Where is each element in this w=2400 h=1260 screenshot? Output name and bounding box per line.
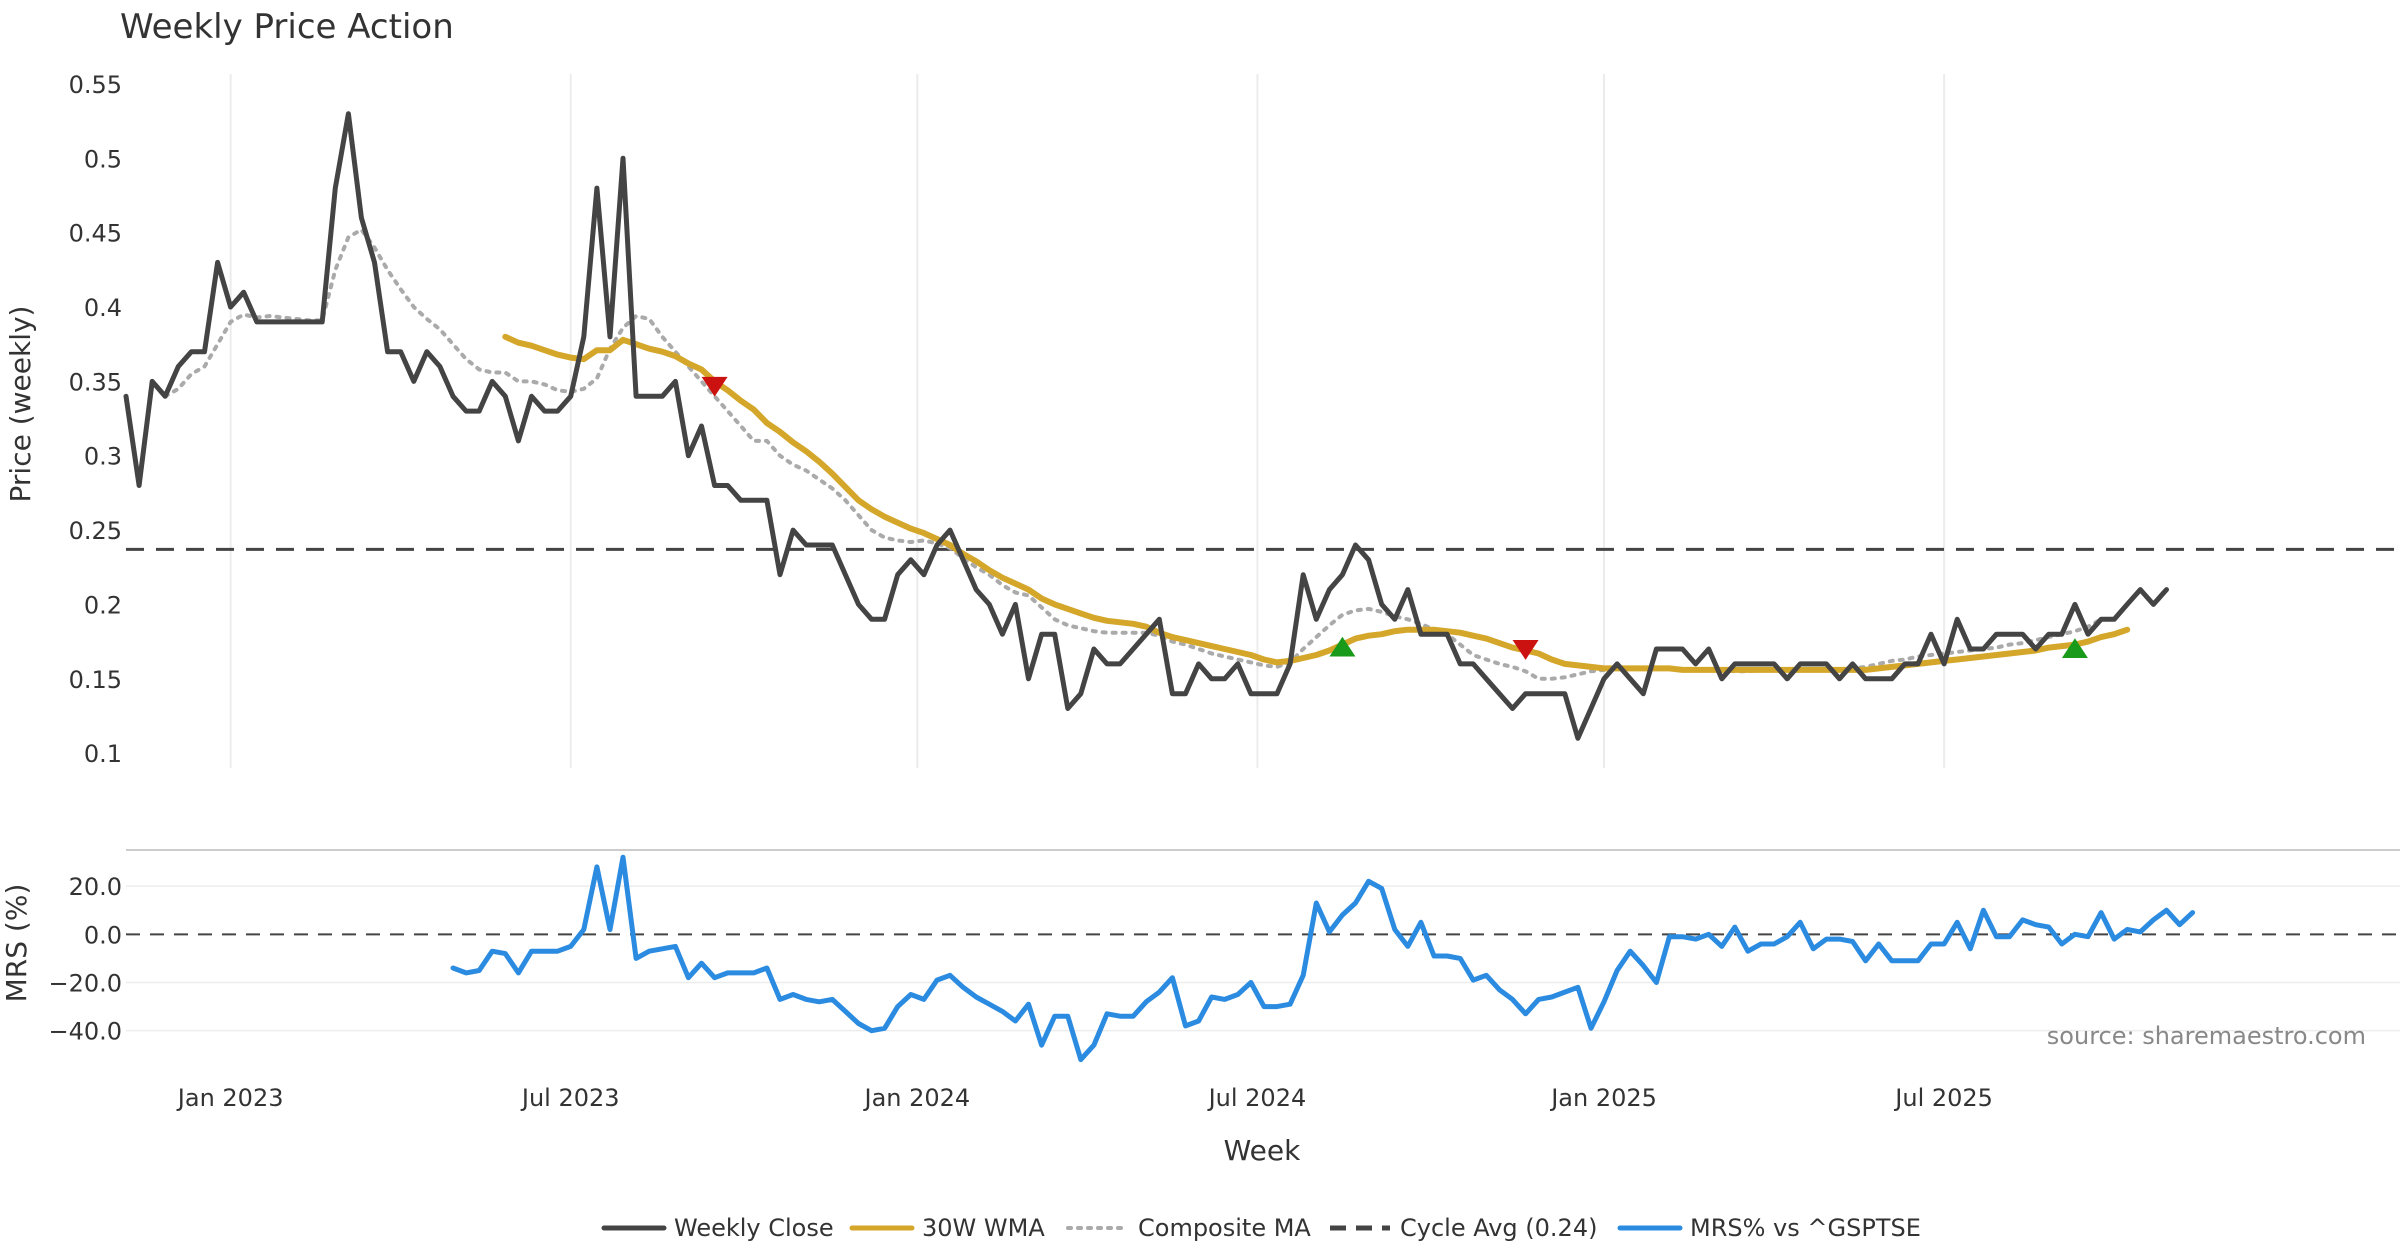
legend: Weekly Close 30W WMA Composite MA Cycle Avg… bbox=[601, 1214, 1921, 1242]
lower-y-tick-label: 20.0 bbox=[69, 873, 122, 901]
legend-item: MRS% vs ^GSPTSE bbox=[1617, 1214, 1921, 1242]
upper-y-tick-label: 0.4 bbox=[84, 294, 122, 322]
legend-item: Composite MA bbox=[1066, 1214, 1311, 1242]
source-watermark: source: sharemaestro.com bbox=[2047, 1022, 2366, 1050]
lower-y-tick-label: −20.0 bbox=[48, 970, 122, 998]
x-axis-ticks: Jan 2023 Jul 2023 Jan 2024 Jul 2024 Jan 2025… bbox=[176, 1084, 1993, 1112]
legend-item: Weekly Close bbox=[601, 1214, 834, 1242]
buy-signal-marker bbox=[2061, 638, 2088, 659]
legend-label: MRS% vs ^GSPTSE bbox=[1690, 1214, 1921, 1242]
upper-y-tick-label: 0.15 bbox=[69, 666, 122, 694]
x-axis-label: Week bbox=[1224, 1134, 1301, 1167]
chart-title: Weekly Price Action bbox=[120, 7, 454, 47]
legend-label: 30W WMA bbox=[922, 1214, 1045, 1242]
x-tick-label: Jan 2023 bbox=[176, 1084, 284, 1112]
x-tick-label: Jan 2024 bbox=[862, 1084, 970, 1112]
legend-label: Composite MA bbox=[1138, 1214, 1311, 1242]
upper-y-tick-label: 0.5 bbox=[84, 145, 122, 173]
sell-signal-marker bbox=[1512, 640, 1539, 660]
legend-label: Cycle Avg (0.24) bbox=[1400, 1214, 1597, 1242]
legend-item: 30W WMA bbox=[849, 1214, 1045, 1242]
x-tick-label: Jul 2023 bbox=[520, 1084, 620, 1112]
upper-plot bbox=[123, 111, 2400, 741]
lower-y-tick-label: −40.0 bbox=[48, 1018, 122, 1046]
upper-y-axis-label: Price (weekly) bbox=[4, 306, 37, 503]
legend-label: Weekly Close bbox=[674, 1214, 834, 1242]
upper-y-tick-label: 0.35 bbox=[69, 368, 122, 396]
buy-signal-marker bbox=[1329, 636, 1356, 657]
upper-y-tick-label: 0.1 bbox=[84, 740, 122, 768]
lower-grid: 20.0 0.0 −20.0 −40.0 bbox=[48, 873, 2400, 1046]
composite-ma-series bbox=[163, 227, 2104, 681]
x-tick-label: Jan 2025 bbox=[1549, 1084, 1657, 1112]
upper-y-tick-label: 0.2 bbox=[84, 591, 122, 619]
sell-signal-marker bbox=[701, 376, 728, 397]
legend-item: Cycle Avg (0.24) bbox=[1330, 1214, 1597, 1242]
weekly-close-series bbox=[123, 111, 2169, 741]
x-tick-label: Jul 2024 bbox=[1207, 1084, 1307, 1112]
upper-y-tick-label: 0.25 bbox=[69, 517, 122, 545]
lower-y-axis-label: MRS (%) bbox=[0, 884, 33, 1003]
x-tick-label: Jul 2025 bbox=[1893, 1084, 1993, 1112]
upper-y-tick-label: 0.45 bbox=[69, 220, 122, 248]
upper-y-tick-label: 0.55 bbox=[69, 71, 122, 99]
lower-y-tick-label: 0.0 bbox=[84, 921, 122, 949]
upper-y-tick-label: 0.3 bbox=[84, 443, 122, 471]
mrs-series bbox=[450, 854, 2196, 1063]
upper-grid: 0.1 0.15 0.2 0.25 0.3 0.35 0.4 0.45 0.5 0.55 bbox=[69, 71, 1946, 768]
lower-plot bbox=[126, 854, 2400, 1063]
